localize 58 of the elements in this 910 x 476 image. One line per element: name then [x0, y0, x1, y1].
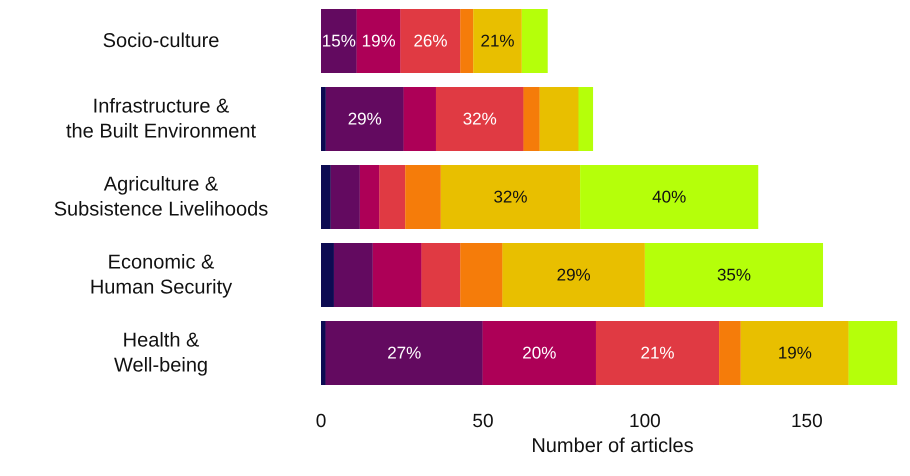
x-tick-label: 50 [472, 411, 494, 432]
annotation: 21% [480, 32, 515, 50]
bar [522, 9, 548, 73]
bar [482, 321, 596, 385]
x-tick-label: 100 [629, 411, 661, 432]
bar [578, 87, 594, 151]
bar [460, 243, 502, 307]
y-tick-label: Health & Well-being [114, 330, 208, 376]
annotation: 20% [522, 344, 556, 362]
bar [404, 87, 436, 151]
bar [502, 243, 645, 307]
x-axis-title: Number of articles [531, 435, 694, 457]
annotation: 27% [387, 344, 422, 362]
bar [719, 321, 741, 385]
annotation: 15% [322, 32, 356, 50]
bar [848, 321, 898, 385]
y-tick-label: Socio-culture [102, 30, 220, 52]
bar [321, 87, 326, 151]
bar [321, 165, 331, 229]
bar [580, 165, 758, 229]
annotation: 32% [462, 110, 497, 128]
bar [460, 9, 474, 73]
x-tick-label: 0 [316, 411, 326, 432]
annotation: 29% [556, 266, 591, 284]
annotation: 21% [640, 344, 675, 362]
bar [644, 243, 824, 307]
x-tick-label: 150 [790, 411, 823, 432]
y-tick-label: Agriculture & Subsistence Livelihoods [54, 174, 268, 220]
bar [356, 9, 400, 73]
annotation: 29% [348, 110, 382, 128]
bar [326, 321, 483, 385]
annotation: 35% [716, 266, 751, 284]
bar [440, 165, 580, 229]
bar [436, 87, 524, 151]
bar [321, 9, 357, 73]
y-tick-label: Infrastructure & the Built Environment [66, 96, 256, 142]
bar [326, 87, 404, 151]
bar [334, 243, 373, 307]
bar [330, 165, 360, 229]
bar [400, 9, 460, 73]
bar [473, 9, 522, 73]
bar [405, 165, 441, 229]
y-tick-label: Economic & Human Security [90, 252, 232, 298]
annotation: 19% [778, 344, 812, 362]
annotation: 32% [493, 188, 528, 206]
bar [523, 87, 540, 151]
bar [372, 243, 422, 307]
bar [540, 87, 578, 151]
annotation: 26% [413, 32, 448, 50]
bar [596, 321, 720, 385]
annotation: 40% [652, 188, 686, 206]
bar [360, 165, 380, 229]
bar [379, 165, 406, 229]
bar [321, 321, 326, 385]
bar [421, 243, 460, 307]
bar [740, 321, 849, 385]
bar [321, 243, 334, 307]
annotation: 19% [362, 32, 396, 50]
